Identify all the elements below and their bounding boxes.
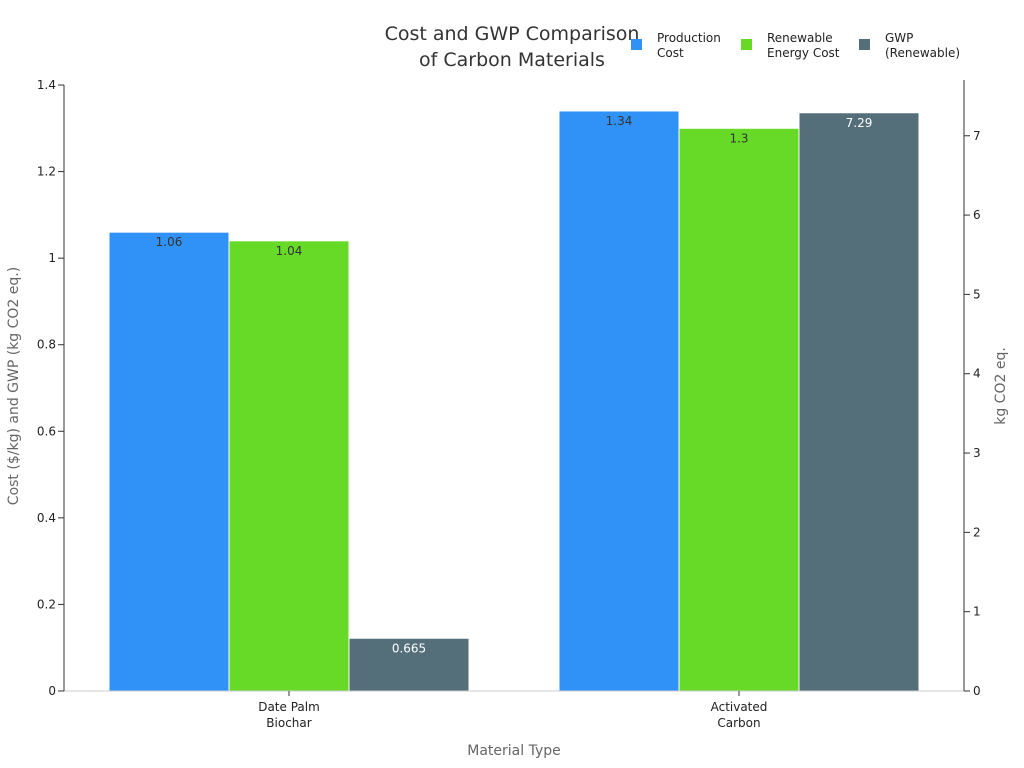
y-ticks-left: 0 0.2 0.4 0.6 0.8 1 1.2 1.4: [37, 78, 64, 698]
y-tick-right-label: 3: [973, 446, 981, 460]
x-axis-title: Material Type: [467, 743, 560, 759]
y-tick-left-label: 0: [48, 684, 56, 698]
legend-label: GWP (Renewable): [885, 31, 960, 60]
chart-title-line-2: of Carbon Materials: [419, 49, 605, 71]
bar: [678, 127, 800, 692]
bar-value-label: 1.3: [729, 131, 748, 145]
y-tick-left-label: 1.2: [37, 165, 56, 179]
y-tick-left-label: 1: [48, 251, 56, 265]
x-category-label: Activated Carbon: [711, 700, 768, 730]
bar: [228, 240, 350, 692]
x-category-label: Date Palm Biochar: [258, 700, 320, 730]
legend: Production Cost Renewable Energy Cost GWP (Re…: [631, 31, 960, 60]
y-tick-left-label: 0.2: [37, 597, 56, 611]
bar: [558, 110, 680, 692]
y-tick-right-label: 0: [973, 684, 981, 698]
bar-value-label: 1.04: [276, 244, 303, 258]
chart-title: Cost and GWP Comparison of Carbon Materi…: [385, 23, 640, 71]
legend-item: Renewable Energy Cost: [741, 31, 840, 60]
bar: [108, 231, 230, 692]
bars-group: [108, 110, 920, 692]
legend-item: Production Cost: [631, 31, 721, 60]
legend-label: Renewable Energy Cost: [767, 31, 840, 60]
bar-value-label: 1.34: [606, 114, 633, 128]
y-tick-right-label: 1: [973, 605, 981, 619]
y-tick-left-label: 0.6: [37, 424, 56, 438]
y-tick-right-label: 6: [973, 208, 981, 222]
bar-value-label: 1.06: [156, 235, 183, 249]
y-tick-right-label: 7: [973, 129, 981, 143]
y-tick-left-label: 0.8: [37, 338, 56, 352]
y-axis-left-title: Cost ($/kg) and GWP (kg CO2 eq.): [6, 267, 22, 505]
bar-value-label: 7.29: [846, 116, 873, 130]
bar-value-label: 0.665: [392, 641, 426, 655]
y-tick-right-label: 2: [973, 525, 981, 539]
bar: [798, 112, 920, 692]
legend-swatch: [631, 39, 642, 50]
legend-swatch: [859, 39, 870, 50]
y-tick-left-label: 1.4: [37, 78, 56, 92]
y-tick-right-label: 4: [973, 367, 981, 381]
legend-label: Production Cost: [657, 31, 721, 60]
data-labels-group: 1.06 1.04 0.665 1.34 1.3 7.29: [156, 114, 873, 655]
bar: [348, 637, 470, 692]
legend-item: GWP (Renewable): [859, 31, 960, 60]
chart-title-line-1: Cost and GWP Comparison: [385, 23, 640, 45]
x-category-labels: Date Palm Biochar Activated Carbon: [258, 691, 767, 730]
legend-swatch: [741, 39, 752, 50]
y-axis-right-title: kg CO2 eq.: [993, 347, 1009, 425]
y-ticks-right: 0 1 2 3 4 5 6 7: [964, 129, 981, 698]
y-tick-left-label: 0.4: [37, 511, 56, 525]
y-tick-right-label: 5: [973, 287, 981, 301]
